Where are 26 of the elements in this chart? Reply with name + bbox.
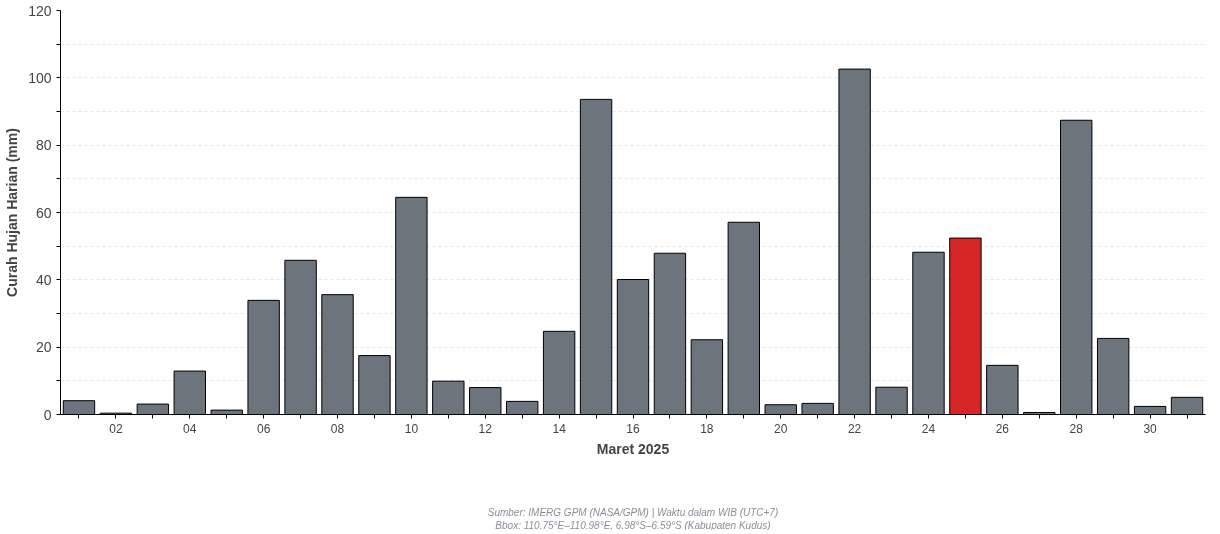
- x-axis-title: Maret 2025: [596, 440, 670, 457]
- x-tick-label: 08: [330, 421, 345, 436]
- x-tick-label: 16: [626, 421, 640, 436]
- y-tick-label: 40: [35, 271, 52, 288]
- x-tick-label: 24: [921, 421, 936, 436]
- x-tick-label: 18: [700, 421, 714, 436]
- y-tick-label: 60: [35, 204, 52, 221]
- x-tick-label: 10: [404, 421, 419, 436]
- y-tick-label: 0: [43, 406, 52, 423]
- x-tick-label: 02: [109, 421, 123, 436]
- text: Bbox: 110.75°E–110.98°E, 6.98°S–6.59°S (Kabupaten Kudus): [495, 519, 771, 531]
- y-tick-label: 100: [28, 69, 52, 86]
- x-tick-label: 04: [183, 421, 197, 436]
- x-tick-label: 30: [1143, 421, 1158, 436]
- x-tick-label: 14: [552, 421, 567, 436]
- x-tick-label: 22: [847, 421, 862, 436]
- y-tick-label: 120: [28, 2, 52, 19]
- x-tick-label: 12: [478, 421, 493, 436]
- x-tick-label: 06: [256, 421, 271, 436]
- y-axis-title: Curah Hujan Harian (mm): [4, 128, 21, 297]
- y-tick-label: 80: [35, 137, 52, 154]
- text: Sumber: IMERG GPM (NASA/GPM) | Waktu dalam WIB (UTC+7): [487, 506, 779, 518]
- x-tick-label: 20: [774, 421, 788, 436]
- y-tick-label: 20: [35, 339, 52, 356]
- x-tick-label: 26: [995, 421, 1010, 436]
- x-tick-label: 28: [1069, 421, 1084, 436]
